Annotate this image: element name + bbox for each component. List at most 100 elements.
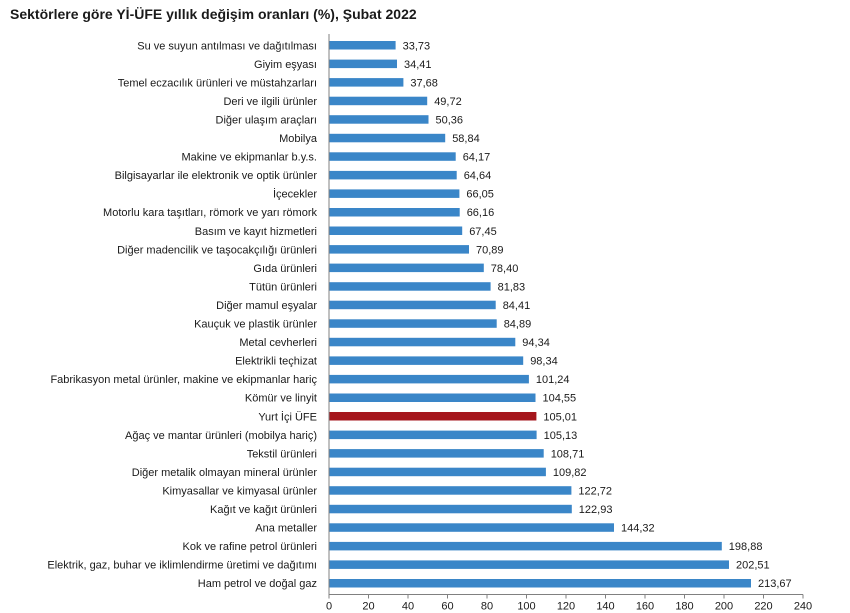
category-label: Temel eczacılık ürünleri ve müstahzarlar… [118, 77, 317, 89]
x-tick-label: 140 [596, 601, 614, 613]
category-label: Diğer metalik olmayan mineral ürünler [132, 467, 318, 479]
value-label: 34,41 [404, 59, 432, 71]
category-label: Kağıt ve kağıt ürünleri [210, 504, 317, 516]
x-tick-label: 160 [636, 601, 654, 613]
category-label: Diğer madencilik ve taşocakçılığı ürünle… [117, 244, 317, 256]
category-label: Kauçuk ve plastik ürünler [194, 319, 317, 331]
value-label: 144,32 [621, 523, 655, 535]
value-label: 50,36 [436, 115, 464, 127]
bar [329, 523, 614, 532]
value-label: 49,72 [434, 96, 462, 108]
category-label: Su ve suyun antılması ve dağıtılması [137, 40, 317, 52]
value-label: 94,34 [522, 337, 550, 349]
bar [329, 208, 460, 217]
bar [329, 263, 484, 273]
category-label: Basım ve kayıt hizmetleri [195, 226, 317, 238]
bar [329, 78, 404, 87]
value-label: 66,05 [466, 189, 494, 201]
category-label: Diğer mamul eşyalar [216, 300, 317, 312]
x-tick-label: 220 [754, 601, 772, 613]
bar [329, 430, 537, 440]
category-label: Makine ve ekipmanlar b.y.s. [181, 152, 317, 164]
category-label: Diğer ulaşım araçları [216, 115, 317, 127]
bar [329, 467, 546, 477]
x-tick-label: 60 [441, 601, 453, 613]
bar [329, 449, 544, 458]
category-label: Gıda ürünleri [253, 263, 317, 275]
value-label: 78,40 [491, 263, 519, 275]
value-label: 198,88 [729, 541, 763, 553]
bar [329, 152, 456, 161]
category-label: Tütün ürünleri [249, 281, 317, 293]
category-label: Bilgisayarlar ile elektronik ve optik ür… [115, 170, 318, 182]
value-label: 213,67 [758, 578, 792, 590]
value-label: 81,83 [498, 281, 526, 293]
category-label: Ana metaller [255, 523, 317, 535]
value-label: 104,55 [543, 393, 577, 405]
bar [329, 319, 497, 328]
category-label: İçecekler [273, 188, 317, 201]
x-tick-label: 120 [557, 601, 575, 613]
category-label: Deri ve ilgili ürünler [223, 96, 317, 108]
value-label: 64,17 [463, 152, 491, 164]
value-label: 98,34 [530, 356, 558, 368]
x-tick-label: 180 [675, 601, 693, 613]
x-tick-label: 0 [326, 601, 332, 613]
value-label: 101,24 [536, 374, 570, 386]
bar [329, 96, 428, 106]
category-label: Kok ve rafine petrol ürünleri [182, 541, 317, 553]
category-label: Yurt İçi ÜFE [258, 410, 317, 423]
bar [329, 282, 491, 291]
category-label: Fabrikasyon metal ürünler, makine ve eki… [50, 374, 317, 386]
bar [329, 300, 496, 310]
bar [329, 170, 457, 180]
bar [329, 579, 751, 588]
value-label: 64,64 [464, 170, 492, 182]
bar [329, 189, 460, 198]
value-label: 122,72 [578, 486, 612, 498]
bar [329, 356, 524, 365]
value-label: 58,84 [452, 133, 480, 145]
category-label: Kimyasallar ve kimyasal ürünler [162, 486, 317, 498]
value-label: 105,01 [543, 411, 577, 423]
value-labels: 33,73 34,41 37,68 49,72 50,36 58,84 64,17 64,64… [403, 40, 792, 590]
category-label: Elektrik, gaz, buhar ve iklimlendirme ür… [47, 560, 317, 572]
bar [329, 374, 529, 384]
x-tick-label: 80 [481, 601, 493, 613]
value-label: 109,82 [553, 467, 587, 479]
bar [329, 560, 729, 569]
category-label: Motorlu kara taşıtları, römork ve yarı r… [103, 207, 317, 219]
x-tick-label: 20 [362, 601, 374, 613]
category-label: Tekstil ürünleri [247, 448, 317, 460]
value-label: 122,93 [579, 504, 613, 516]
bar [329, 245, 469, 254]
category-label: Ağaç ve mantar ürünleri (mobilya hariç) [125, 430, 317, 442]
x-tick-label: 40 [402, 601, 414, 613]
category-labels: Su ve suyun antılması ve dağıtılması Giyi… [47, 40, 317, 590]
category-label: Giyim eşyası [254, 59, 317, 71]
x-tick-label: 240 [794, 601, 812, 613]
bar [329, 393, 536, 402]
category-label: Kömür ve linyit [245, 393, 317, 405]
value-label: 84,89 [504, 319, 532, 331]
bar [329, 504, 572, 514]
bar [329, 41, 396, 50]
bar [329, 486, 572, 495]
value-label: 66,16 [467, 207, 495, 219]
x-tick-label: 100 [517, 601, 535, 613]
value-label: 70,89 [476, 244, 504, 256]
value-label: 67,45 [469, 226, 497, 238]
bar [329, 133, 446, 143]
category-label: Elektrikli teçhizat [235, 356, 317, 368]
bars-group [329, 41, 751, 588]
chart-title: Sektörlere göre Yİ-ÜFE yıllık değişim or… [10, 6, 417, 22]
value-label: 33,73 [403, 40, 431, 52]
bar [329, 541, 722, 551]
x-axis: 0 20 40 60 80 100 120 140 160 180 200 220 240 [326, 34, 812, 613]
value-label: 108,71 [551, 448, 585, 460]
value-label: 37,68 [410, 77, 438, 89]
category-label: Ham petrol ve doğal gaz [198, 578, 317, 590]
category-label: Metal cevherleri [239, 337, 317, 349]
bar [329, 412, 537, 421]
